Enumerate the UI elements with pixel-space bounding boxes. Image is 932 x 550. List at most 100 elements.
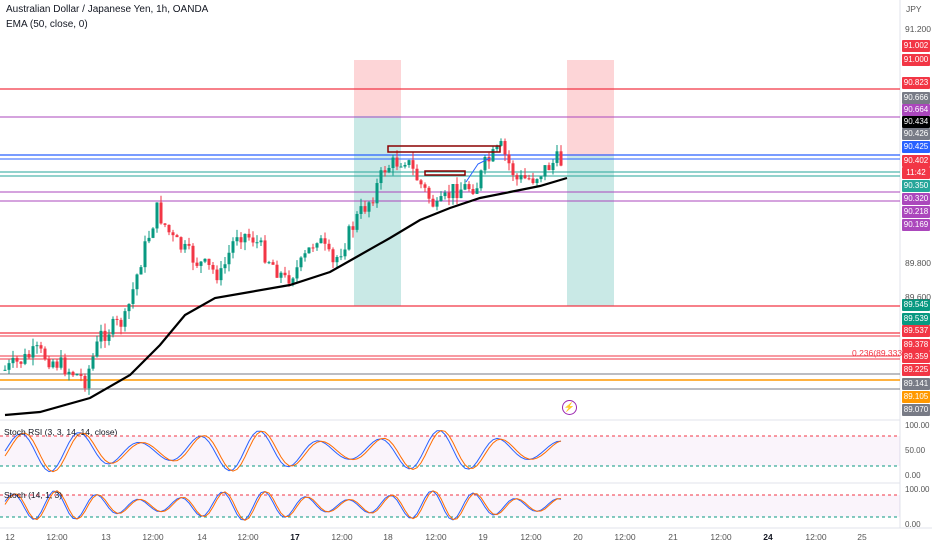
time-tick-label: 19 (478, 532, 488, 542)
price-tag: 89.539 (902, 313, 930, 325)
candle-body (247, 233, 251, 238)
candle-body (387, 167, 391, 173)
candle-body (539, 176, 543, 180)
candle-body (219, 268, 223, 281)
fib-level-label: 0.236(89.333) (852, 348, 905, 358)
stoch-d-line (4, 490, 562, 521)
candle-body (531, 178, 535, 184)
candle-body (87, 368, 91, 389)
candle-body (479, 170, 483, 189)
candle-body (439, 196, 443, 202)
symbol-title[interactable]: Australian Dollar / Japanese Yen, 1h, OA… (6, 4, 209, 15)
candle-body (35, 345, 39, 347)
candle-body (123, 311, 127, 327)
candle-body (443, 192, 447, 197)
stoch-rsi-d-line (4, 429, 562, 473)
stoch-rsi-scale-0: 0.00 (905, 471, 921, 480)
time-tick-label: 21 (668, 532, 678, 542)
candle-body (543, 165, 547, 177)
candle-body (19, 361, 23, 364)
time-tick-label: 12:00 (805, 532, 827, 542)
candle-body (183, 243, 187, 250)
candle-body (511, 163, 515, 176)
candle-body (435, 201, 439, 207)
stoch-rsi-scale-100: 100.00 (905, 421, 930, 430)
candle-body (367, 202, 371, 212)
price-tag: 90.426 (902, 128, 930, 140)
stoch-band (0, 495, 900, 517)
price-tag: 90.350 (902, 180, 930, 192)
time-tick-label: 12:00 (237, 532, 259, 542)
stoch-rsi-k-line (4, 430, 562, 473)
candle-body (351, 226, 355, 230)
candle-body (127, 303, 131, 312)
price-tag: 89.141 (902, 378, 930, 390)
support-box (424, 170, 466, 176)
candle-body (119, 319, 123, 327)
time-tick-label: 12:00 (331, 532, 353, 542)
candle-body (91, 356, 95, 369)
candle-body (551, 162, 555, 171)
stoch-rsi-label[interactable]: Stoch RSI (3, 3, 14, 14, close) (4, 427, 118, 437)
candle-body (243, 233, 247, 243)
ema-indicator-label[interactable]: EMA (50, close, 0) (6, 19, 88, 30)
candle-body (395, 157, 399, 167)
candle-body (331, 249, 335, 263)
position-loss-zone (567, 60, 614, 156)
candle-body (483, 157, 487, 171)
candle-body (235, 237, 239, 242)
candle-body (99, 330, 103, 342)
candle-body (423, 184, 427, 188)
candle-body (519, 175, 523, 180)
candle-body (195, 262, 199, 266)
candle-body (259, 240, 263, 243)
price-tag: 90.425 (902, 141, 930, 153)
candle-body (199, 261, 203, 266)
currency-label: JPY (906, 4, 922, 14)
price-tag: 11:42 (902, 167, 930, 179)
candle-body (411, 160, 415, 169)
stoch-label[interactable]: Stoch (14, 1, 3) (4, 490, 63, 500)
candle-body (103, 330, 107, 341)
candle-body (347, 226, 351, 250)
candle-body (407, 160, 411, 165)
candle-body (415, 168, 419, 181)
time-tick-label: 25 (857, 532, 867, 542)
candle-body (255, 242, 259, 244)
candle-body (559, 151, 563, 166)
time-tick-label: 12:00 (710, 532, 732, 542)
candle-body (507, 154, 511, 164)
candle-body (111, 318, 115, 335)
candle-body (7, 363, 11, 370)
time-tick-label: 24 (763, 532, 773, 542)
stoch-rsi-band (0, 436, 900, 466)
candle-body (299, 257, 303, 268)
candle-body (315, 243, 319, 248)
time-tick-label: 12:00 (614, 532, 636, 542)
stoch-rsi-scale-50: 50.00 (905, 446, 926, 455)
time-tick-label: 13 (101, 532, 111, 542)
candle-body (55, 361, 59, 368)
price-tag: 91.000 (902, 54, 930, 66)
candle-body (11, 357, 15, 364)
price-tag: 90.320 (902, 193, 930, 205)
candle-body (363, 206, 367, 212)
candle-body (95, 341, 99, 357)
time-tick-label: 17 (290, 532, 300, 542)
candle-body (279, 272, 283, 278)
ema-line (4, 176, 568, 417)
candle-body (231, 241, 235, 253)
candle-body (251, 237, 255, 243)
candle-body (15, 357, 19, 362)
time-tick-label: 18 (383, 532, 393, 542)
lightning-icon[interactable]: ⚡ (562, 400, 577, 415)
candle-body (275, 264, 279, 278)
price-tag: 91.002 (902, 40, 930, 52)
candle-body (167, 224, 171, 233)
candle-body (487, 157, 491, 162)
candle-body (343, 249, 347, 257)
price-tag: 89.537 (902, 325, 930, 337)
candle-body (179, 237, 183, 250)
candle-body (371, 202, 375, 204)
